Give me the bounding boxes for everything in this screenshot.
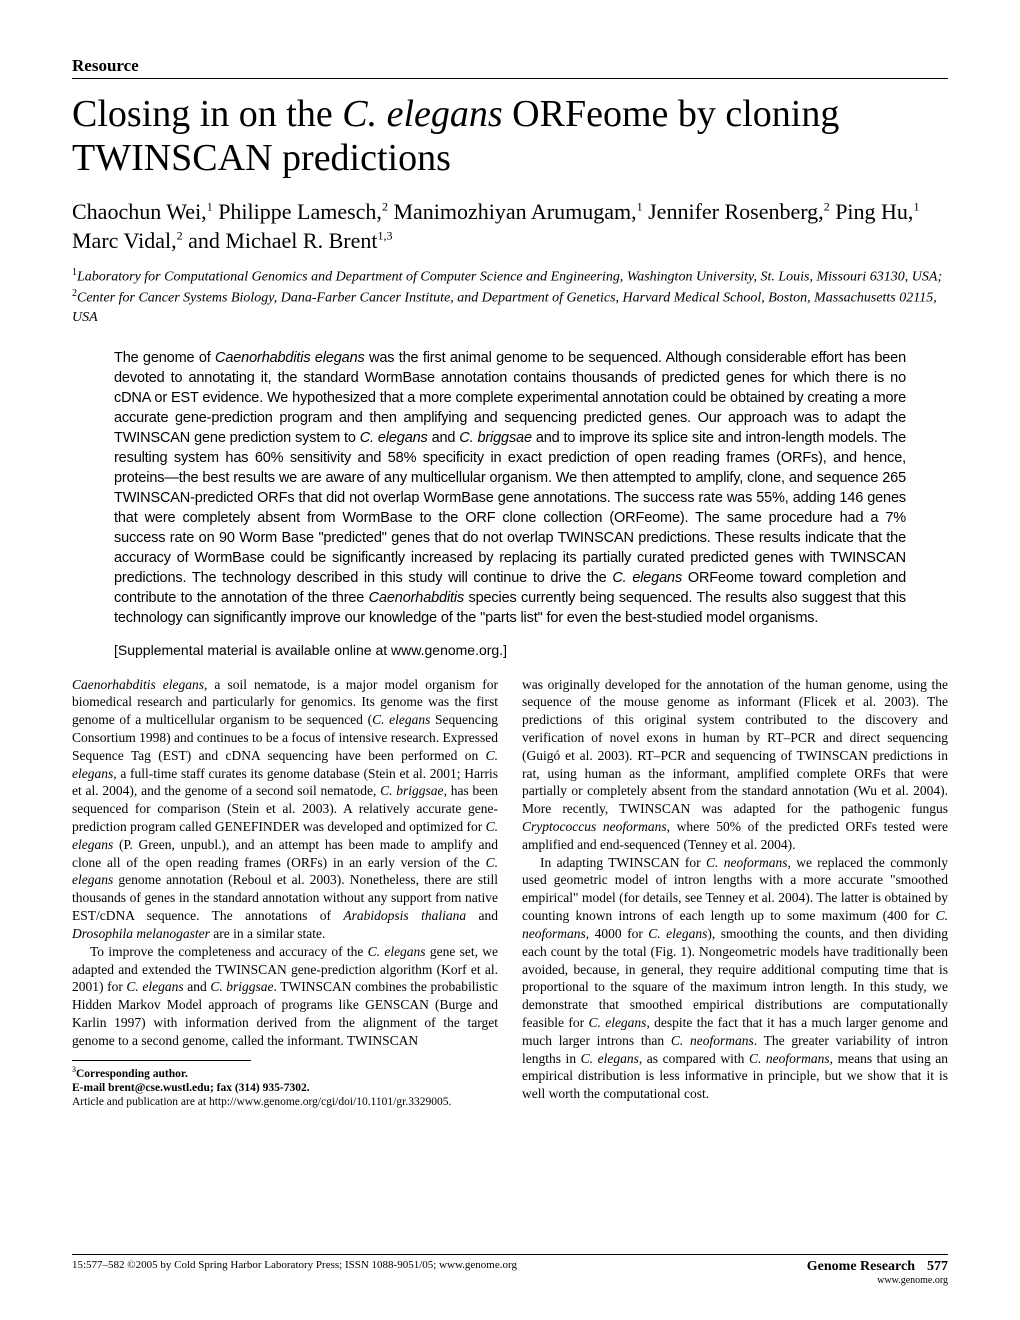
- corresponding-author: 3Corresponding author. E-mail brent@cse.…: [72, 1065, 498, 1110]
- corr-email: E-mail brent@cse.wustl.edu; fax (314) 93…: [72, 1082, 310, 1094]
- abstract: The genome of Caenorhabditis elegans was…: [114, 348, 906, 628]
- corr-pub: Article and publication are at http://ww…: [72, 1096, 451, 1108]
- body-paragraph: In adapting TWINSCAN for C. neoformans, …: [522, 854, 948, 1103]
- body-column-right: was originally developed for the annotat…: [522, 676, 948, 1110]
- authors: Chaochun Wei,1 Philippe Lamesch,2 Manimo…: [72, 198, 948, 255]
- footer-right: Genome Research 577 www.genome.org: [807, 1259, 948, 1286]
- body-columns: Caenorhabditis elegans, a soil nematode,…: [72, 676, 948, 1110]
- footer-journal: Genome Research: [807, 1259, 915, 1274]
- footer-url: www.genome.org: [807, 1275, 948, 1286]
- body-paragraph: Caenorhabditis elegans, a soil nematode,…: [72, 676, 498, 943]
- article-title: Closing in on the C. elegans ORFeome by …: [72, 93, 948, 180]
- corr-label: Corresponding author.: [76, 1067, 188, 1079]
- corresponding-divider: [72, 1060, 251, 1061]
- footer-copyright: 15:577–582 ©2005 by Cold Spring Harbor L…: [72, 1259, 517, 1271]
- page-footer: 15:577–582 ©2005 by Cold Spring Harbor L…: [72, 1254, 948, 1286]
- section-rule: [72, 78, 948, 79]
- body-paragraph: was originally developed for the annotat…: [522, 676, 948, 854]
- footer-page: 577: [927, 1259, 948, 1274]
- body-paragraph: To improve the completeness and accuracy…: [72, 943, 498, 1050]
- affiliations: 1Laboratory for Computational Genomics a…: [72, 266, 948, 328]
- section-label: Resource: [72, 56, 948, 76]
- supplemental-note: [Supplemental material is available onli…: [114, 642, 906, 658]
- body-column-left: Caenorhabditis elegans, a soil nematode,…: [72, 676, 498, 1110]
